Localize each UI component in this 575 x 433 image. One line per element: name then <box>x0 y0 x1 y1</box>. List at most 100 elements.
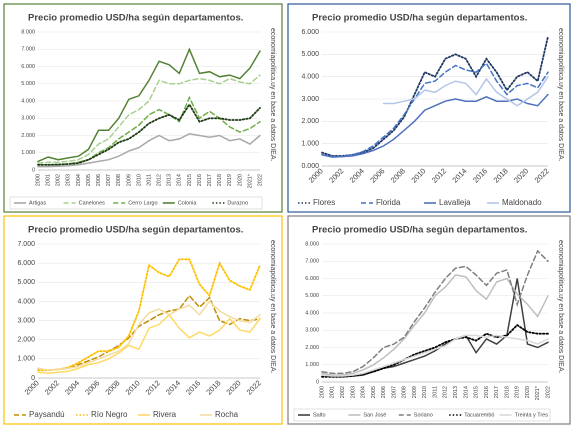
legend-label: Rocha <box>215 410 239 419</box>
x-tick-label: 2013 <box>167 174 173 186</box>
y-tick-label: 5.000 <box>21 81 35 87</box>
x-tick-label: 2010 <box>422 386 428 398</box>
x-tick-label: 2014 <box>463 386 469 398</box>
x-tick-label: 2003 <box>350 386 356 398</box>
y-tick-label: 6.000 <box>21 64 35 70</box>
legend-label: Paysandú <box>29 410 65 419</box>
x-tick-label: 2020 <box>237 174 243 186</box>
series-line <box>37 258 261 372</box>
y-tick-label: 3.000 <box>21 116 35 122</box>
x-tick-label: 2019 <box>227 174 233 186</box>
y-tick-label: 5.000 <box>17 279 35 286</box>
x-tick-label: 2015 <box>474 386 480 398</box>
x-tick-label: 2012 <box>157 174 163 186</box>
y-tick-label: 6.000 <box>301 29 319 36</box>
chart-title: Precio promedio USD/ha según departament… <box>312 225 527 236</box>
x-tick-label: 2001 <box>330 386 336 398</box>
source-note: economiapolitica.uy en base a datos DIEA… <box>557 28 564 162</box>
series-line <box>321 249 549 375</box>
y-tick-label: 5.000 <box>305 293 319 299</box>
legend-label: Soriano <box>414 412 433 418</box>
x-tick-label: 2005 <box>371 386 377 398</box>
y-tick-label: 1.000 <box>17 356 35 363</box>
x-tick-label: 2014 <box>177 174 183 186</box>
series-line <box>321 323 549 378</box>
y-tick-label: 1.000 <box>305 362 319 368</box>
y-tick-label: 0 <box>32 167 35 173</box>
series-line <box>321 62 549 158</box>
x-tick-label: 2018 <box>504 386 510 398</box>
legend-frame <box>293 408 551 422</box>
series-line <box>321 278 549 378</box>
x-tick-label: 2015 <box>187 174 193 186</box>
y-tick-label: 4.000 <box>301 74 319 81</box>
y-tick-label: 3.000 <box>301 96 319 103</box>
y-tick-label: 2.000 <box>17 337 35 344</box>
x-tick-label: 2009 <box>126 174 132 186</box>
series-line <box>37 294 261 372</box>
legend-label: Florida <box>376 198 401 207</box>
x-tick-label: 2005 <box>86 174 92 186</box>
series-line <box>37 313 261 374</box>
legend-label: Canelones <box>79 200 106 206</box>
x-tick-label: 2020 <box>525 386 531 398</box>
x-tick-label: 2007 <box>106 174 112 186</box>
y-tick-label: 0 <box>31 375 35 382</box>
x-tick-label: 2008 <box>402 386 408 398</box>
legend-label: Treinta y Tres <box>515 412 549 418</box>
x-tick-label: 2017 <box>207 174 213 186</box>
legend-label: Rivera <box>153 410 177 419</box>
source-note: economiapolitica.uy en base a datos DIEA… <box>557 240 564 374</box>
x-tick-label: 2008 <box>116 174 122 186</box>
source-note: economiapolitica.uy en base a datos DIEA… <box>269 240 276 374</box>
y-tick-label: 2.000 <box>301 118 319 125</box>
y-tick-label: 7.000 <box>21 47 35 53</box>
x-tick-label: 2016 <box>197 174 203 186</box>
y-tick-label: 2.000 <box>21 133 35 139</box>
y-tick-label: 0.000 <box>301 163 319 170</box>
legend-label: San José <box>363 412 386 418</box>
x-tick-label: 2010 <box>136 174 142 186</box>
y-tick-label: 4.000 <box>17 298 35 305</box>
y-tick-label: 8.000 <box>305 241 319 247</box>
x-tick-label: 2006 <box>381 386 387 398</box>
y-tick-label: 7.000 <box>305 259 319 265</box>
series-line <box>37 300 261 372</box>
chart-panel: Precio promedio USD/ha según departament… <box>287 3 571 213</box>
legend-label: Artigas <box>29 200 46 206</box>
x-tick-label: 2013 <box>453 386 459 398</box>
legend-label: Maldonado <box>502 198 542 207</box>
x-tick-label: 2007 <box>391 386 397 398</box>
legend-label: Colonia <box>178 200 198 206</box>
chart-panel: Precio promedio USD/ha según departament… <box>3 3 283 213</box>
chart-title: Precio promedio USD/ha según departament… <box>28 225 243 236</box>
y-tick-label: 3.000 <box>305 328 319 334</box>
x-tick-label: 2018 <box>217 174 223 186</box>
x-tick-label: 2004 <box>361 386 367 398</box>
chart-title: Precio promedio USD/ha según departament… <box>312 13 527 24</box>
x-tick-label: 2016 <box>484 386 490 398</box>
x-tick-label: 2009 <box>412 386 418 398</box>
legend-label: Río Negro <box>91 410 128 419</box>
legend-label: Lavalleja <box>439 198 471 207</box>
x-tick-label: 2011 <box>432 386 438 398</box>
y-tick-label: 6.000 <box>305 276 319 282</box>
legend-label: Flores <box>313 198 335 207</box>
y-tick-label: 8.000 <box>21 29 35 35</box>
y-tick-label: 1.000 <box>301 141 319 148</box>
y-tick-label: 4.000 <box>21 98 35 104</box>
y-tick-label: 6.000 <box>17 260 35 267</box>
x-tick-label: 2006 <box>96 174 102 186</box>
series-line <box>37 74 261 164</box>
x-tick-label: 2021* <box>247 173 253 188</box>
x-tick-label: 2021* <box>535 385 541 400</box>
series-line <box>321 334 549 377</box>
legend-frame <box>9 196 263 210</box>
legend-label: Salto <box>313 412 326 418</box>
y-tick-label: 0 <box>316 379 319 385</box>
x-tick-label: 2000 <box>35 174 41 186</box>
series-line <box>382 75 549 107</box>
legend-label: Durazno <box>227 200 248 206</box>
x-tick-label: 2011 <box>146 174 152 186</box>
